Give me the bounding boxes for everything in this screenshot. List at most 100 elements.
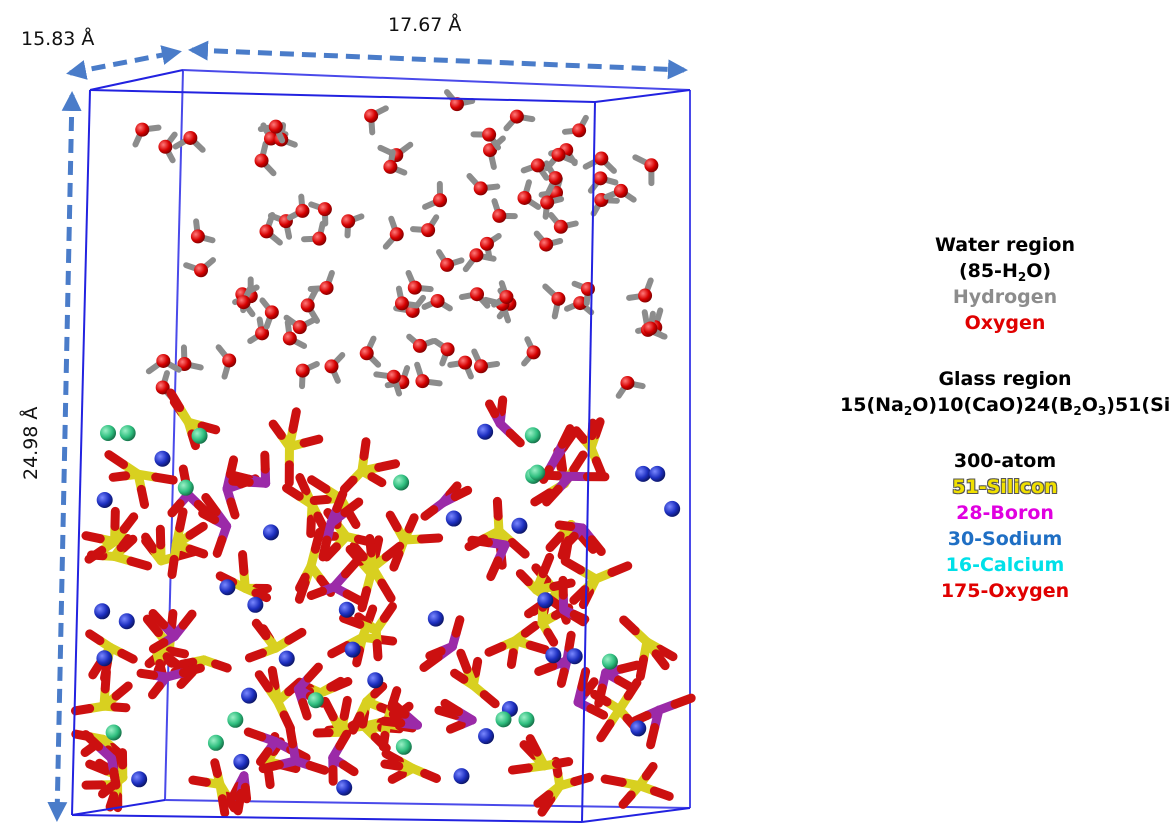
calcium-atom (105, 724, 122, 741)
water-oxygen-atom (593, 171, 608, 186)
water-molecule (364, 105, 389, 136)
water-molecule (301, 220, 327, 246)
oxygen-bond-stick (641, 761, 658, 781)
water-oxygen-atom (572, 123, 587, 138)
oxygen-bond-stick (670, 693, 696, 709)
oxygen-bond-stick (507, 538, 530, 559)
sodium-atom (537, 592, 554, 609)
water-molecule (283, 314, 318, 335)
oxygen-bond-stick (264, 768, 275, 790)
water-molecule (543, 147, 578, 172)
sodium-atom (96, 491, 113, 508)
oxygen-bond-stick (571, 426, 589, 444)
calcium-atom (395, 738, 412, 755)
oxygen-bond-stick (552, 757, 574, 769)
legend: Water region (85-H2O) Hydrogen Oxygen Gl… (840, 232, 1171, 604)
water-oxygen-atom (517, 190, 532, 205)
calcium-atom (518, 711, 535, 728)
water-oxygen-atom (412, 338, 427, 353)
water-oxygen-atom (135, 122, 150, 137)
sodium-atom (367, 672, 384, 689)
oxygen-bond-stick (167, 499, 185, 518)
oxygen-bond-stick (587, 418, 598, 441)
sodium-atom (338, 601, 355, 618)
water-oxygen-atom (324, 359, 339, 374)
oxygen-bond-stick (108, 471, 131, 482)
oxygen-bond-stick (166, 388, 185, 413)
oxygen-bond-stick (586, 704, 609, 720)
water-oxygen-atom (254, 153, 269, 168)
oxygen-bond-stick (148, 608, 169, 630)
oxygen-bond-stick (353, 534, 376, 547)
calcium-atom (100, 424, 117, 441)
water-molecule (286, 193, 310, 221)
oxygen-bond-stick (217, 794, 230, 818)
water-oxygen-atom (158, 139, 173, 154)
oxygen-bond-stick (340, 556, 362, 579)
oxygen-bond-stick (370, 681, 388, 699)
oxygen-bond-stick (282, 483, 304, 501)
water-oxygen-atom (479, 236, 494, 251)
water-molecule (643, 310, 667, 340)
water-oxygen-atom (449, 97, 464, 112)
oxygen-bond-stick (348, 711, 365, 735)
oxygen-bond-stick (104, 450, 129, 469)
oxygen-bond-stick (141, 532, 158, 554)
oxygen-bond-stick (569, 585, 590, 605)
oxygen-bond-stick (530, 488, 555, 507)
oxygen-bond-stick (147, 681, 164, 700)
oxygen-bond-stick (456, 648, 472, 674)
oxygen-bond-stick (520, 620, 541, 638)
oxygen-bond-stick (119, 512, 139, 534)
calcium-atom (495, 711, 512, 728)
oxygen-bond-stick (306, 514, 316, 539)
oxygen-bond-stick (240, 782, 252, 804)
sodium-atom (453, 768, 470, 785)
oxygen-bond-stick (420, 505, 439, 521)
water-molecule (177, 344, 204, 371)
water-oxygen-atom (473, 181, 488, 196)
water-molecule (341, 213, 365, 239)
calcium-atom (227, 711, 244, 728)
oxygen-bond-stick (357, 586, 372, 613)
oxygen-bond-stick (107, 742, 126, 760)
oxygen-bond-stick (309, 494, 332, 506)
oxygen-bond-stick (322, 542, 341, 562)
water-oxygen-atom (473, 359, 488, 374)
oxygen-bond-stick (486, 556, 503, 582)
oxygen-bond-stick (318, 535, 332, 562)
oxygen-bond-stick (556, 667, 569, 688)
sodium-atom (664, 500, 681, 517)
oxygen-bond-stick (561, 531, 579, 550)
oxygen-bond-stick (307, 475, 331, 494)
water-molecule (324, 352, 346, 384)
water-molecule (405, 269, 434, 295)
oxygen-bond-stick (136, 668, 159, 680)
boron-count: 28-Boron (956, 502, 1054, 524)
oxygen-bond-stick (151, 472, 178, 485)
oxygen-bond-stick (81, 531, 105, 544)
water-molecule (382, 215, 404, 250)
water-molecule (383, 149, 408, 176)
height-dimension-label: 24.98 Å (20, 406, 42, 480)
oxygen-bond-stick (185, 521, 208, 540)
sodium-atom (511, 517, 528, 534)
water-region-title: Water region (934, 234, 1075, 256)
water-oxygen-atom (190, 229, 205, 244)
water-molecule (466, 173, 501, 196)
oxygen-bond-stick (619, 615, 640, 636)
oxygen-bond-stick (425, 646, 446, 661)
water-oxygen-atom (551, 147, 566, 162)
oxygen-bond-stick (587, 535, 606, 556)
oxygen-bond-stick (185, 544, 209, 559)
water-molecule (626, 277, 654, 303)
oxygen-bond-stick (198, 508, 220, 525)
dimension-arrows (47, 40, 688, 822)
oxygen-bond-stick (340, 497, 364, 518)
width-arrow (188, 40, 688, 80)
water-oxygen-atom (183, 130, 198, 145)
oxygen-bond-stick (84, 545, 107, 564)
water-oxygen-atom (295, 203, 310, 218)
water-oxygen-atom (264, 305, 279, 320)
